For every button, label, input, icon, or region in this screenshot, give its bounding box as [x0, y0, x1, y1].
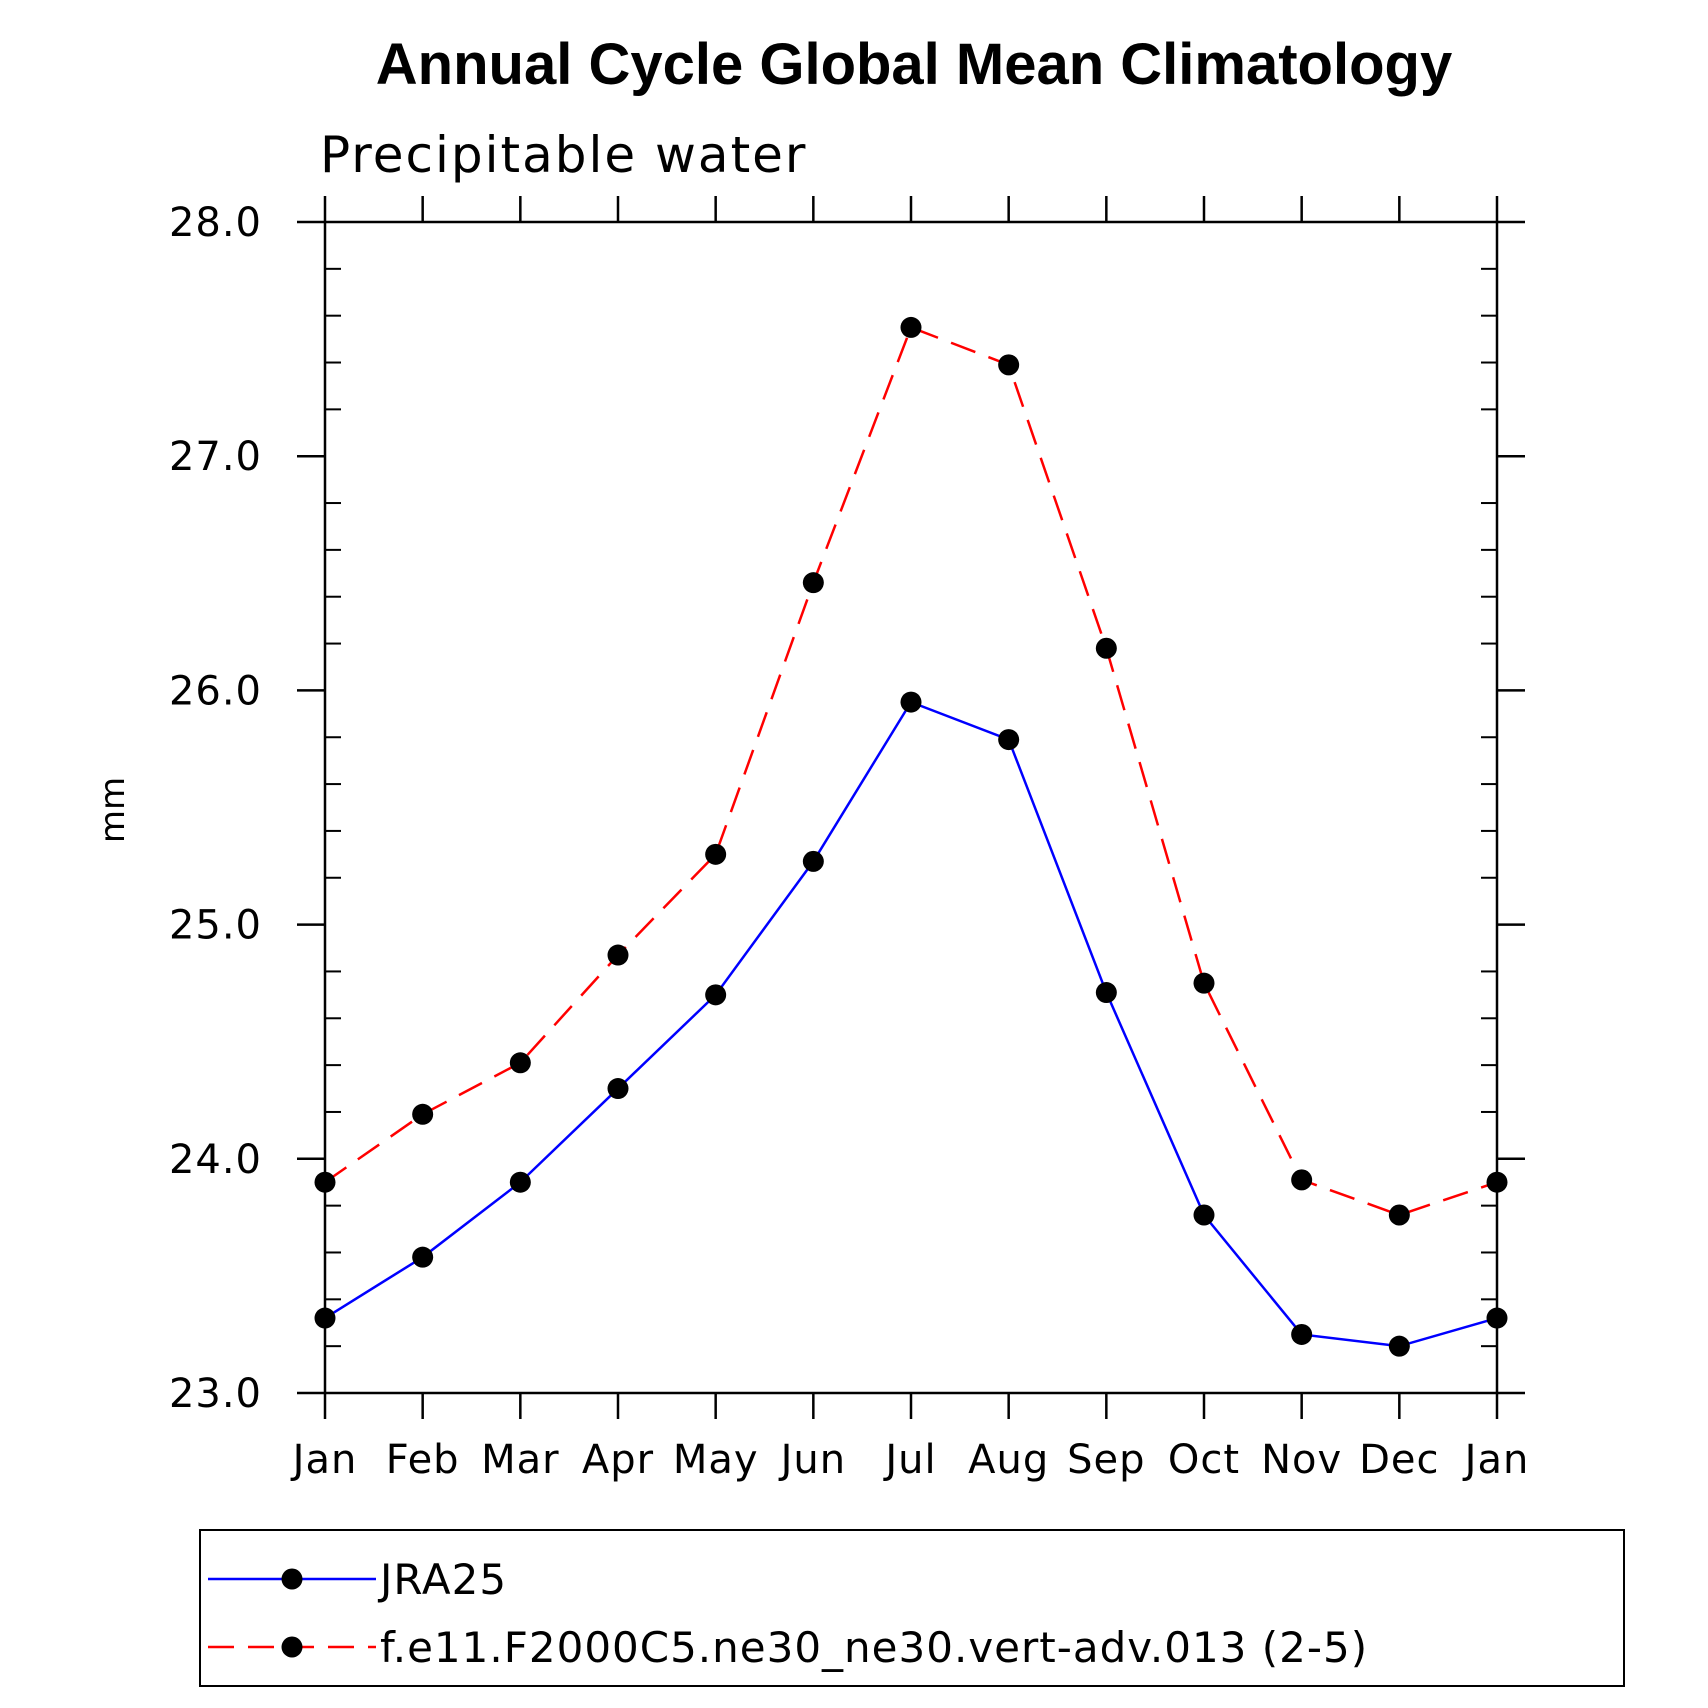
- x-tick-label: Feb: [386, 1437, 460, 1483]
- x-tick-label: Oct: [1168, 1437, 1240, 1483]
- x-tick-label: Jun: [778, 1437, 847, 1483]
- series-0-point: [1193, 1204, 1215, 1226]
- y-tick-label: 23.0: [169, 1371, 262, 1417]
- x-tick-label: Jan: [1462, 1437, 1530, 1483]
- series-1-point: [1291, 1169, 1313, 1191]
- series-0-point: [1486, 1307, 1508, 1329]
- series-0-point: [998, 729, 1020, 751]
- series-0-point: [900, 691, 922, 713]
- series-1-point: [998, 354, 1020, 376]
- series-0-point: [1388, 1335, 1410, 1357]
- series-0-point: [314, 1307, 336, 1329]
- series-0-point: [509, 1171, 531, 1193]
- chart-title: Annual Cycle Global Mean Climatology: [376, 32, 1452, 97]
- x-tick-label: Mar: [481, 1437, 559, 1483]
- series-1-point: [705, 843, 727, 865]
- y-tick-label: 26.0: [169, 668, 262, 714]
- legend-box: [199, 1529, 1625, 1687]
- series-1-point: [1388, 1204, 1410, 1226]
- y-axis-label: mm: [93, 777, 133, 843]
- y-tick-label: 27.0: [169, 434, 262, 480]
- series-1-point: [314, 1171, 336, 1193]
- series-1-point: [509, 1052, 531, 1074]
- series-0-point: [607, 1078, 629, 1100]
- x-tick-label: Aug: [968, 1437, 1049, 1483]
- plot-frame: [323, 220, 1499, 1395]
- series-1-point: [1193, 972, 1215, 994]
- x-tick-label: Jan: [290, 1437, 358, 1483]
- legend-label-1: f.e11.F2000C5.ne30_ne30.vert-adv.013 (2-…: [380, 1623, 1368, 1672]
- series-1-point: [900, 316, 922, 338]
- series-1-point: [802, 572, 824, 594]
- legend-marker-1: [281, 1636, 303, 1658]
- series-1-point: [412, 1103, 434, 1125]
- series-0-point: [412, 1246, 434, 1268]
- x-tick-label: May: [673, 1437, 759, 1483]
- series-1-point: [1486, 1171, 1508, 1193]
- series-1-point: [607, 944, 629, 966]
- x-tick-label: Apr: [582, 1437, 654, 1483]
- legend: JRA25 f.e11.F2000C5.ne30_ne30.vert-adv.01…: [199, 1529, 1625, 1687]
- x-tick-label: Dec: [1359, 1437, 1439, 1483]
- legend-marker-0: [281, 1568, 303, 1590]
- x-tick-label: Sep: [1067, 1437, 1145, 1483]
- y-tick-label: 24.0: [169, 1137, 262, 1183]
- axes: Jan Feb Mar Apr May Jun Jul Aug Sep Oct Nov Dec Jan 2…: [169, 196, 1530, 1483]
- y-tick-label: 28.0: [169, 200, 262, 246]
- legend-label-0: JRA25: [377, 1555, 507, 1604]
- series-line-0: [324, 700, 1498, 1348]
- x-tick-label: Jul: [882, 1437, 936, 1483]
- series-0-point: [802, 850, 824, 872]
- series-0-point: [1291, 1323, 1313, 1345]
- series-0-point: [1095, 982, 1117, 1004]
- chart-subtitle: Precipitable water: [320, 126, 808, 184]
- x-tick-label: Nov: [1261, 1437, 1342, 1483]
- series-line-1: [324, 325, 1498, 1217]
- series-group: [314, 316, 1508, 1357]
- series-0-point: [705, 984, 727, 1006]
- y-tick-label: 25.0: [169, 903, 262, 949]
- series-1-point: [1095, 637, 1117, 659]
